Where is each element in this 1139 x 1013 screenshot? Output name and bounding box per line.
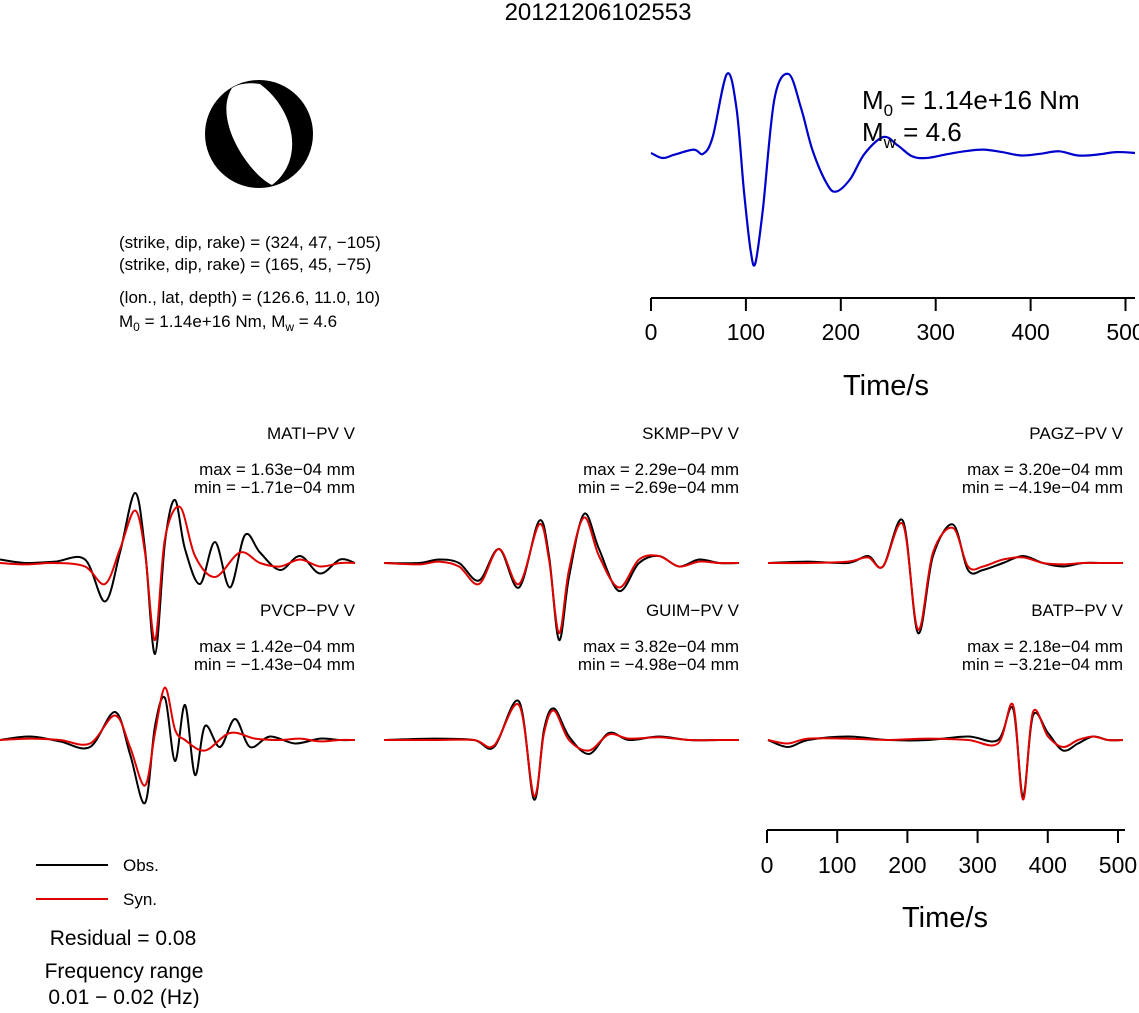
synthetic-waveform [0, 505, 356, 642]
frequency-range-title: Frequency range [45, 960, 204, 983]
waveform-time-axis: 0 100 200 300 400 500 Time/s [761, 829, 1137, 934]
synthetic-waveform [0, 686, 356, 787]
station-max: max = 3.82e−04 mm [583, 637, 739, 656]
stf-tick-label: 300 [917, 319, 955, 345]
stf-m0-label: M0 = 1.14e+16 Nm [862, 85, 1080, 120]
observed-waveform [0, 695, 356, 805]
station-min: min = −3.21e−04 mm [962, 655, 1123, 674]
stf-tick-label: 200 [822, 319, 860, 345]
waveform-tick-label: 400 [1029, 852, 1067, 878]
observed-waveform [767, 518, 1123, 635]
station-label: MATI−PV V [267, 424, 356, 443]
stf-tick-label: 400 [1011, 319, 1049, 345]
stf-tick-label: 500 [1106, 319, 1139, 345]
location-text: (lon., lat, depth) = (126.6, 11.0, 10) [119, 288, 380, 307]
legend-syn-label: Syn. [123, 890, 157, 909]
waveform-tick-label: 0 [761, 852, 774, 878]
station-label: GUIM−PV V [646, 601, 740, 620]
plane1-text: (strike, dip, rake) = (324, 47, −105) [119, 233, 381, 252]
residual-text: Residual = 0.08 [50, 927, 197, 950]
station-label: SKMP−PV V [642, 424, 740, 443]
waveform-tick-label: 300 [958, 852, 996, 878]
synthetic-waveform [767, 521, 1123, 631]
stf-x-axis-label: Time/s [843, 370, 929, 402]
stf-tick-label: 100 [727, 319, 765, 345]
station-max: max = 3.20e−04 mm [967, 460, 1123, 479]
station-min: min = −1.43e−04 mm [194, 655, 355, 674]
synthetic-waveform [383, 516, 740, 635]
station-min: min = −4.98e−04 mm [578, 655, 739, 674]
station-max: max = 2.18e−04 mm [967, 637, 1123, 656]
beachball-dilatational [226, 83, 293, 185]
station-label: BATP−PV V [1031, 601, 1123, 620]
synthetic-waveform [767, 702, 1124, 801]
station-min: min = −2.69e−04 mm [578, 478, 739, 497]
station-min: min = −4.19e−04 mm [962, 478, 1123, 497]
station-max: max = 2.29e−04 mm [583, 460, 739, 479]
stf-curve [650, 72, 1136, 267]
waveform-x-ticks: 0 100 200 300 400 500 [761, 830, 1137, 878]
observed-waveform [767, 705, 1124, 798]
legend: Obs. Syn. [36, 856, 159, 909]
plane2-text: (strike, dip, rake) = (165, 45, −75) [119, 255, 371, 274]
station-min: min = −1.71e−04 mm [194, 478, 355, 497]
figure-title: 20121206102553 [505, 0, 692, 26]
source-time-function-panel: 0 100 200 300 400 500 Time/s M0 = 1.14e+16 Nm… [645, 72, 1139, 402]
station-max: max = 1.63e−04 mm [199, 460, 355, 479]
waveform-tick-label: 500 [1099, 852, 1137, 878]
stf-tick-label: 0 [645, 319, 658, 345]
station-max: max = 1.42e−04 mm [199, 637, 355, 656]
observed-waveform [0, 491, 356, 656]
beachball [205, 80, 313, 188]
waveform-x-axis-label: Time/s [902, 902, 988, 934]
synthetic-waveform [383, 702, 739, 798]
legend-obs-label: Obs. [123, 856, 159, 875]
moment-text: M0 = 1.14e+16 Nm, Mw = 4.6 [119, 312, 337, 334]
stf-x-ticks: 0 100 200 300 400 500 [645, 298, 1139, 345]
station-label: PVCP−PV V [260, 601, 356, 620]
station-label: PAGZ−PV V [1029, 424, 1123, 443]
waveform-tick-label: 100 [818, 852, 856, 878]
frequency-range-value: 0.01 − 0.02 (Hz) [48, 986, 199, 1008]
waveform-tick-label: 200 [888, 852, 926, 878]
stf-mw-label: Mw = 4.6 [862, 117, 962, 152]
observed-waveform [383, 699, 739, 801]
